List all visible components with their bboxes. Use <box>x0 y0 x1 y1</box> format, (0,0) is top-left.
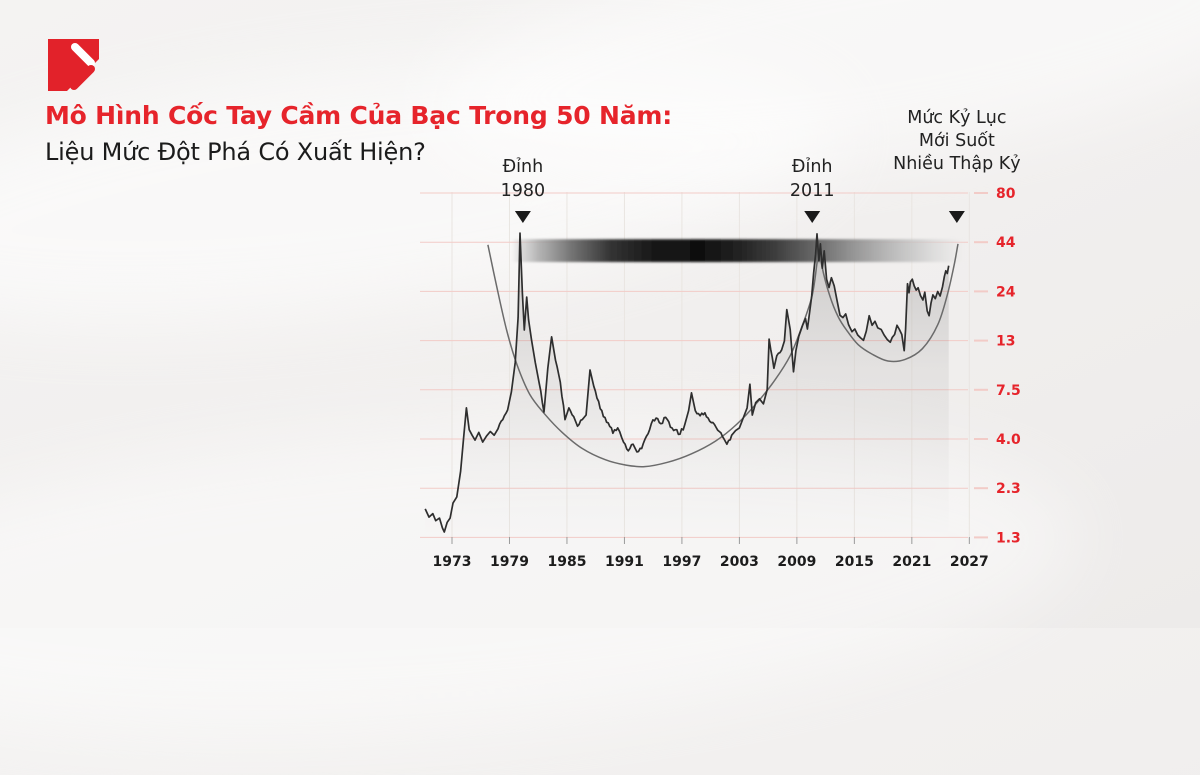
page-title: Mô Hình Cốc Tay Cầm Của Bạc Trong 50 Năm… <box>45 101 673 130</box>
y-axis-label: 7.5 <box>996 383 1021 399</box>
x-axis-label: 2015 <box>835 554 874 570</box>
y-axis-label: 1.3 <box>996 530 1021 546</box>
cup-and-handle-curve <box>487 243 959 468</box>
resistance-zone <box>511 239 966 263</box>
x-axis-label: 2021 <box>892 554 931 570</box>
annotation-label: Đỉnh <box>503 157 544 177</box>
y-axis-label: 13 <box>996 334 1015 350</box>
annotation-label: Mức Kỷ Lục <box>907 108 1006 128</box>
y-axis-label: 2.3 <box>996 481 1021 497</box>
x-axis-label: 2009 <box>777 554 816 570</box>
y-axis-label: 4.0 <box>996 432 1021 448</box>
x-axis-label: 2027 <box>950 554 989 570</box>
x-axis-label: 1985 <box>547 554 586 570</box>
resistance-zone-bar <box>511 239 966 263</box>
annotation-label: Đỉnh <box>792 157 833 177</box>
annotation-label: Mới Suốt <box>919 130 995 151</box>
annotation-label: 1980 <box>501 181 546 201</box>
x-axis-label: 1973 <box>433 554 472 570</box>
y-axis-label: 44 <box>996 235 1016 251</box>
y-axis-label: 24 <box>996 284 1016 300</box>
peak-marker-icon <box>514 211 531 223</box>
cup-and-handle-overlay <box>487 243 959 468</box>
x-axis-label: 1991 <box>605 554 644 570</box>
price-area-fill <box>425 233 949 537</box>
brand-logo-icon <box>48 39 99 91</box>
peak-marker-icon <box>948 211 965 223</box>
annotation-label: 2011 <box>790 181 835 201</box>
peak-marker-icon <box>804 211 821 223</box>
page-subtitle: Liệu Mức Đột Phá Có Xuất Hiện? <box>45 138 426 166</box>
silver-price-line <box>424 232 950 533</box>
annotation-label: Nhiều Thập Kỷ <box>893 153 1020 174</box>
x-axis: 1973 1979 1985 1991 1997 2003 2009 2015 2021 2027 <box>433 537 989 570</box>
price-area <box>425 233 949 537</box>
silver-price-chart: 1973 1979 1985 1991 1997 2003 2009 2015 2021 2027… <box>420 108 1021 570</box>
y-axis-label: 80 <box>996 186 1016 202</box>
x-axis-label: 1979 <box>490 554 529 570</box>
y-axis: 80 44 24 13 7.5 4.0 2.3 1.3 <box>974 186 1021 546</box>
x-axis-label: 2003 <box>720 554 759 570</box>
x-axis-label: 1997 <box>662 554 701 570</box>
price-line <box>424 232 950 533</box>
